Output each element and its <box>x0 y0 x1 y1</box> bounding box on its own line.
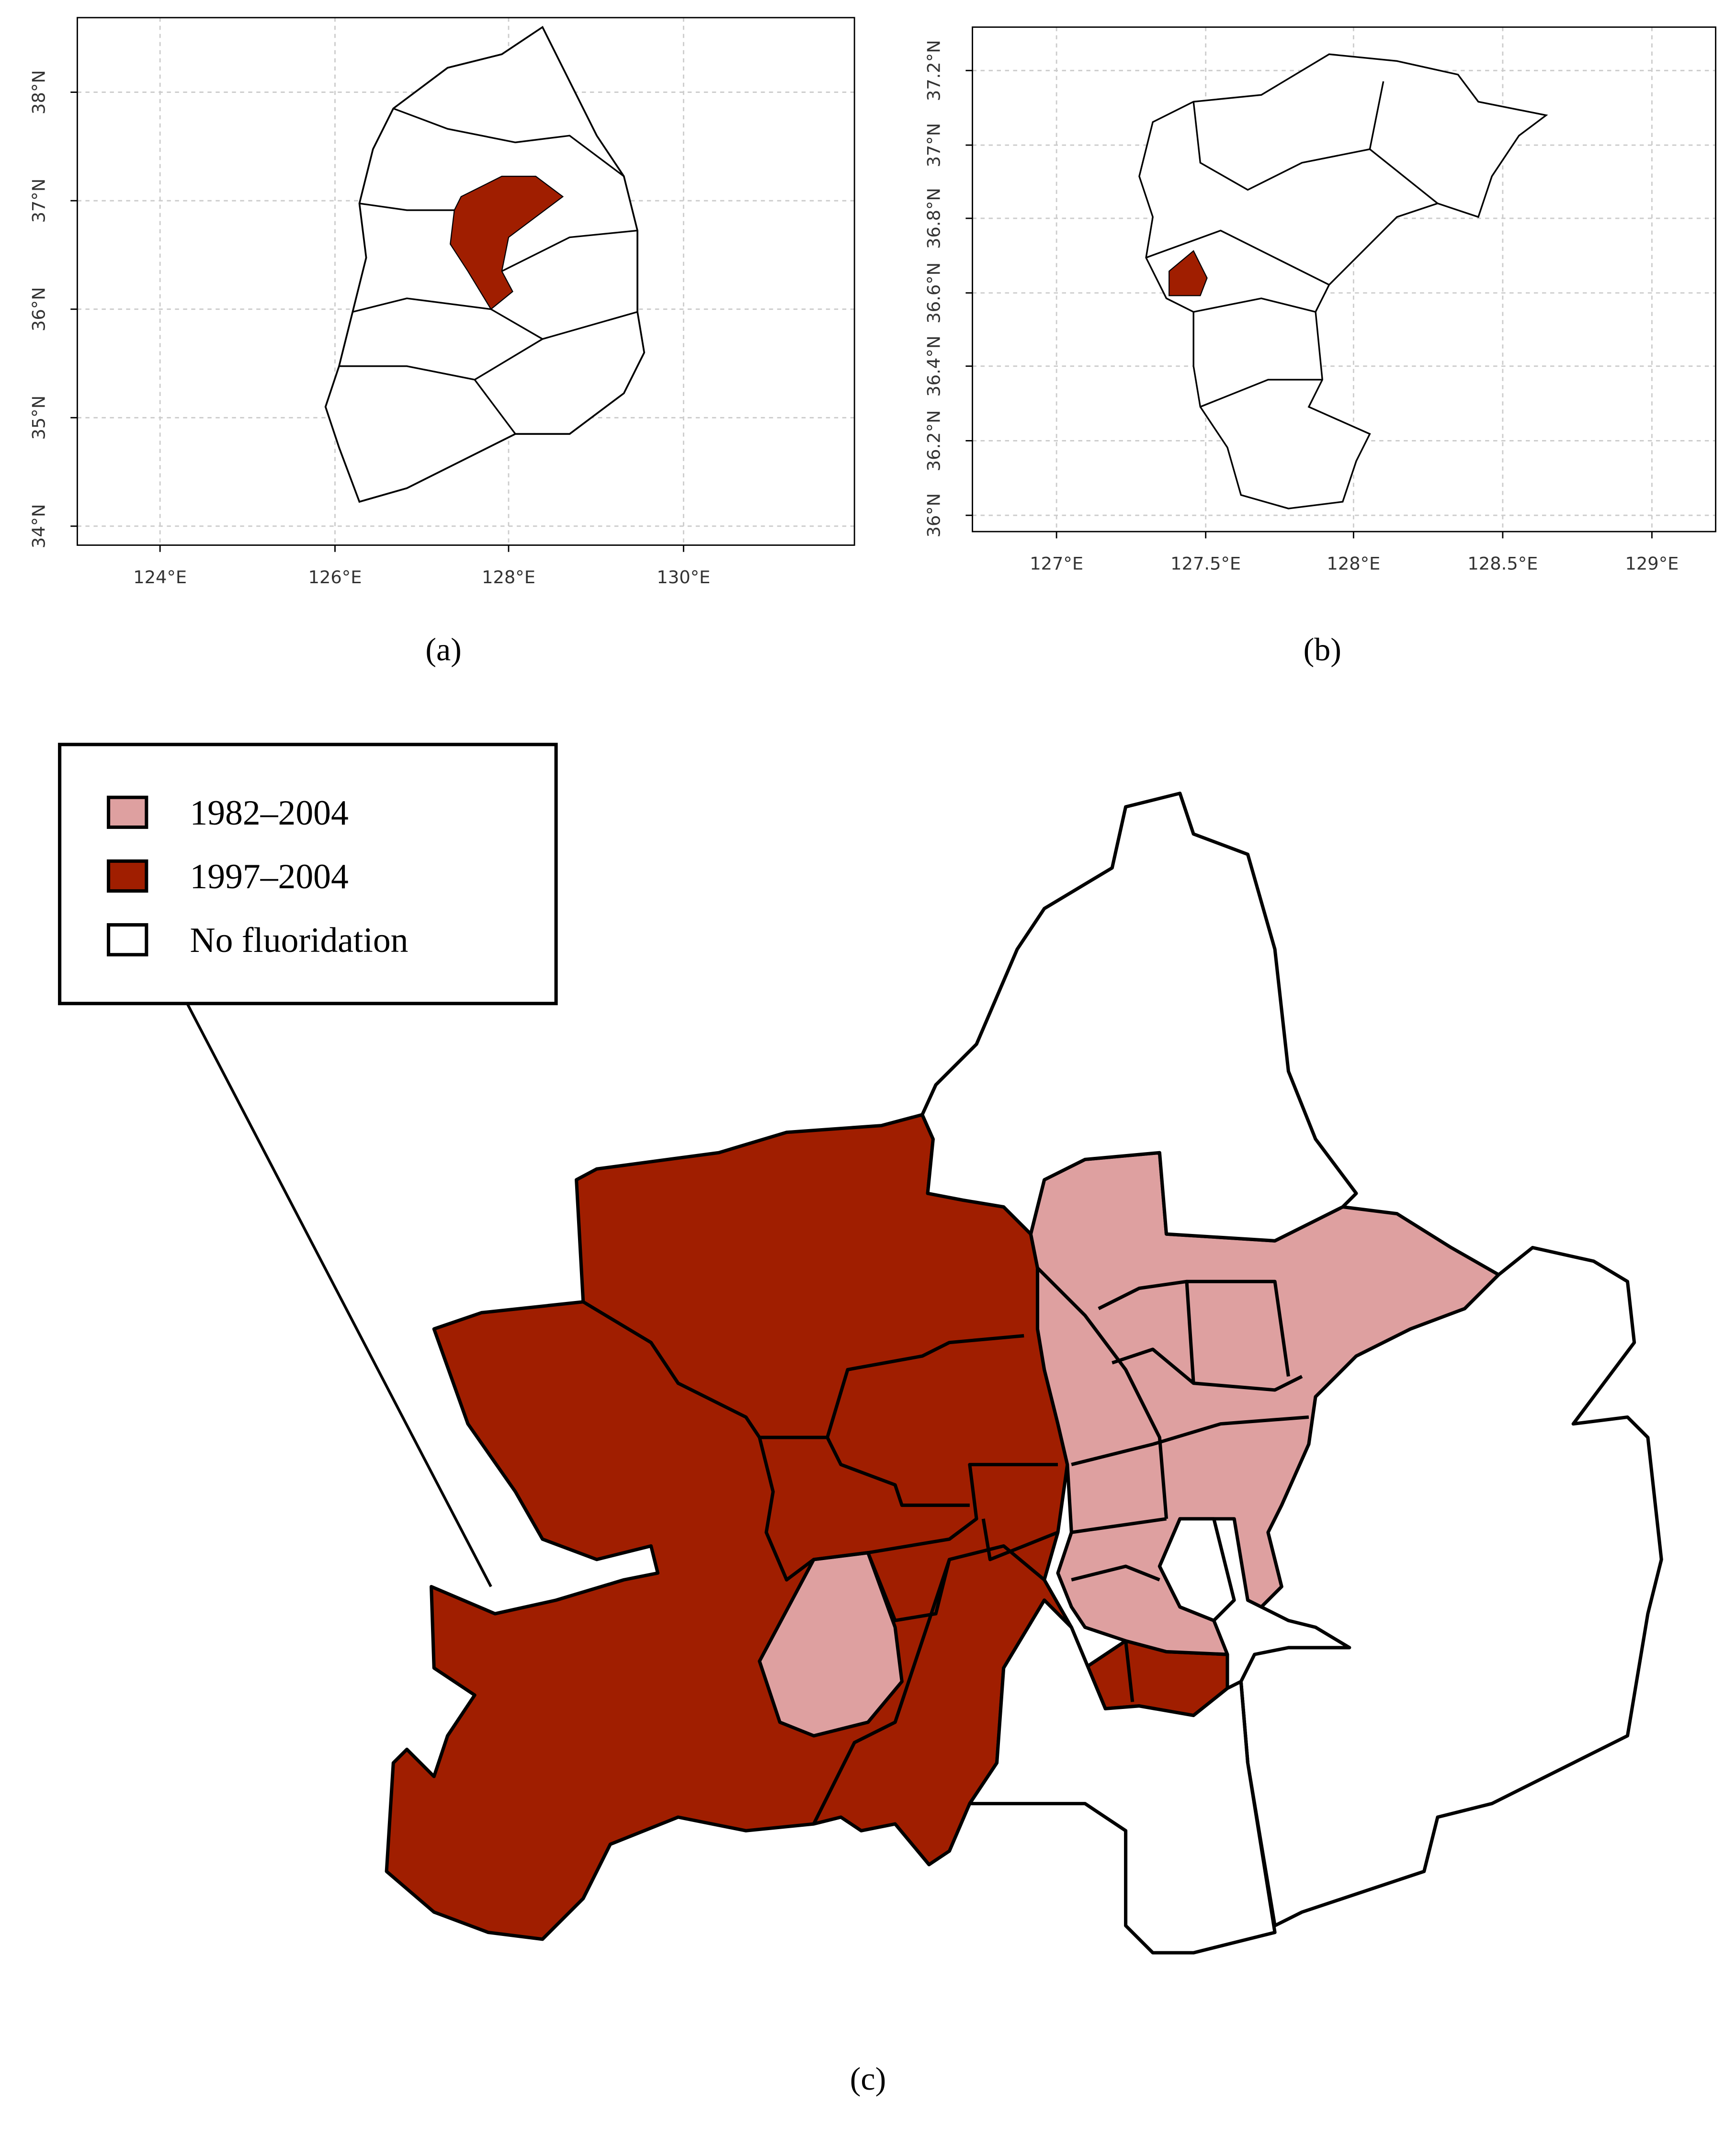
y-tick-label: 36.2°N <box>924 410 944 471</box>
leader-line <box>186 1003 492 1587</box>
x-tick-label: 128°E <box>482 567 535 588</box>
y-tick-label: 37°N <box>28 179 49 223</box>
y-tick-label: 35°N <box>28 396 49 440</box>
district-borders <box>1146 229 1330 286</box>
x-tick-label: 128°E <box>1327 553 1380 574</box>
district-border <box>1112 1347 1195 1385</box>
legend-label: No fluoridation <box>190 920 408 960</box>
district-border <box>582 1300 1024 1439</box>
study-region <box>450 176 564 310</box>
district-border <box>1071 1415 1309 1467</box>
x-tick-label: 124°E <box>133 567 187 588</box>
grid-b <box>972 27 1716 532</box>
district-border <box>1036 1267 1169 1519</box>
district-borders <box>1200 379 1323 408</box>
district-border <box>758 1437 1058 1582</box>
region-1982 <box>1029 1151 1500 1656</box>
x-tick-label: 127°E <box>1030 553 1083 574</box>
panel-caption: (c) <box>850 2060 886 2097</box>
region-none <box>920 792 1358 1243</box>
panel-caption: (a) <box>425 631 461 667</box>
region-none <box>968 1598 1277 1955</box>
district-border <box>1187 1279 1290 1377</box>
y-tick-label: 36.6°N <box>924 262 944 324</box>
district-borders <box>1192 102 1439 204</box>
province-borders <box>393 107 624 177</box>
legend-label: 1982–2004 <box>190 793 348 832</box>
x-tick-label: 130°E <box>657 567 710 588</box>
y-tick-label: 36°N <box>28 287 49 331</box>
panel-caption: (b) <box>1304 631 1341 667</box>
y-tick-label: 36°N <box>924 493 944 538</box>
legend-swatch <box>107 923 148 957</box>
legend-label: 1997–2004 <box>190 857 348 896</box>
district-borders <box>1193 297 1316 313</box>
province-borders <box>339 338 543 381</box>
y-tick-label: 37.2°N <box>924 40 944 101</box>
y-tick-label: 36.8°N <box>924 188 944 249</box>
district-border <box>1071 1564 1160 1582</box>
district-border <box>1098 1279 1303 1392</box>
captions: (a) (b) (c) <box>425 631 1341 2097</box>
province-borders <box>474 379 516 435</box>
legend-swatch <box>107 859 148 893</box>
y-tick-label: 38°N <box>28 70 49 114</box>
district-border <box>812 1559 951 1825</box>
x-tick-label: 127.5°E <box>1170 553 1241 574</box>
map-frame <box>972 26 1716 532</box>
frames: 124°E 126°E 128°E 130°E 38°N 37°N 36°N 35°N 34°N… <box>28 17 1716 588</box>
district-border <box>1124 1640 1135 1702</box>
province-outline <box>1138 53 1548 509</box>
x-tick-label: 126°E <box>308 567 362 588</box>
x-tick-label: 129°E <box>1625 553 1679 574</box>
map-frame <box>77 17 855 546</box>
y-tick-label: 37°N <box>924 123 944 168</box>
district-border <box>981 1518 1059 1561</box>
district-borders <box>1369 81 1384 149</box>
legend-swatch <box>107 795 148 829</box>
study-region <box>1169 250 1208 296</box>
district-border <box>826 1437 970 1507</box>
district-border <box>1239 1681 1249 1763</box>
district-border <box>1071 1517 1167 1534</box>
y-tick-label: 36.4°N <box>924 336 944 397</box>
x-tick-label: 128.5°E <box>1467 553 1538 574</box>
legend: 1982–2004 1997–2004 No fluoridation <box>107 793 408 960</box>
y-tick-label: 34°N <box>28 504 49 548</box>
region-none <box>1157 1517 1236 1622</box>
